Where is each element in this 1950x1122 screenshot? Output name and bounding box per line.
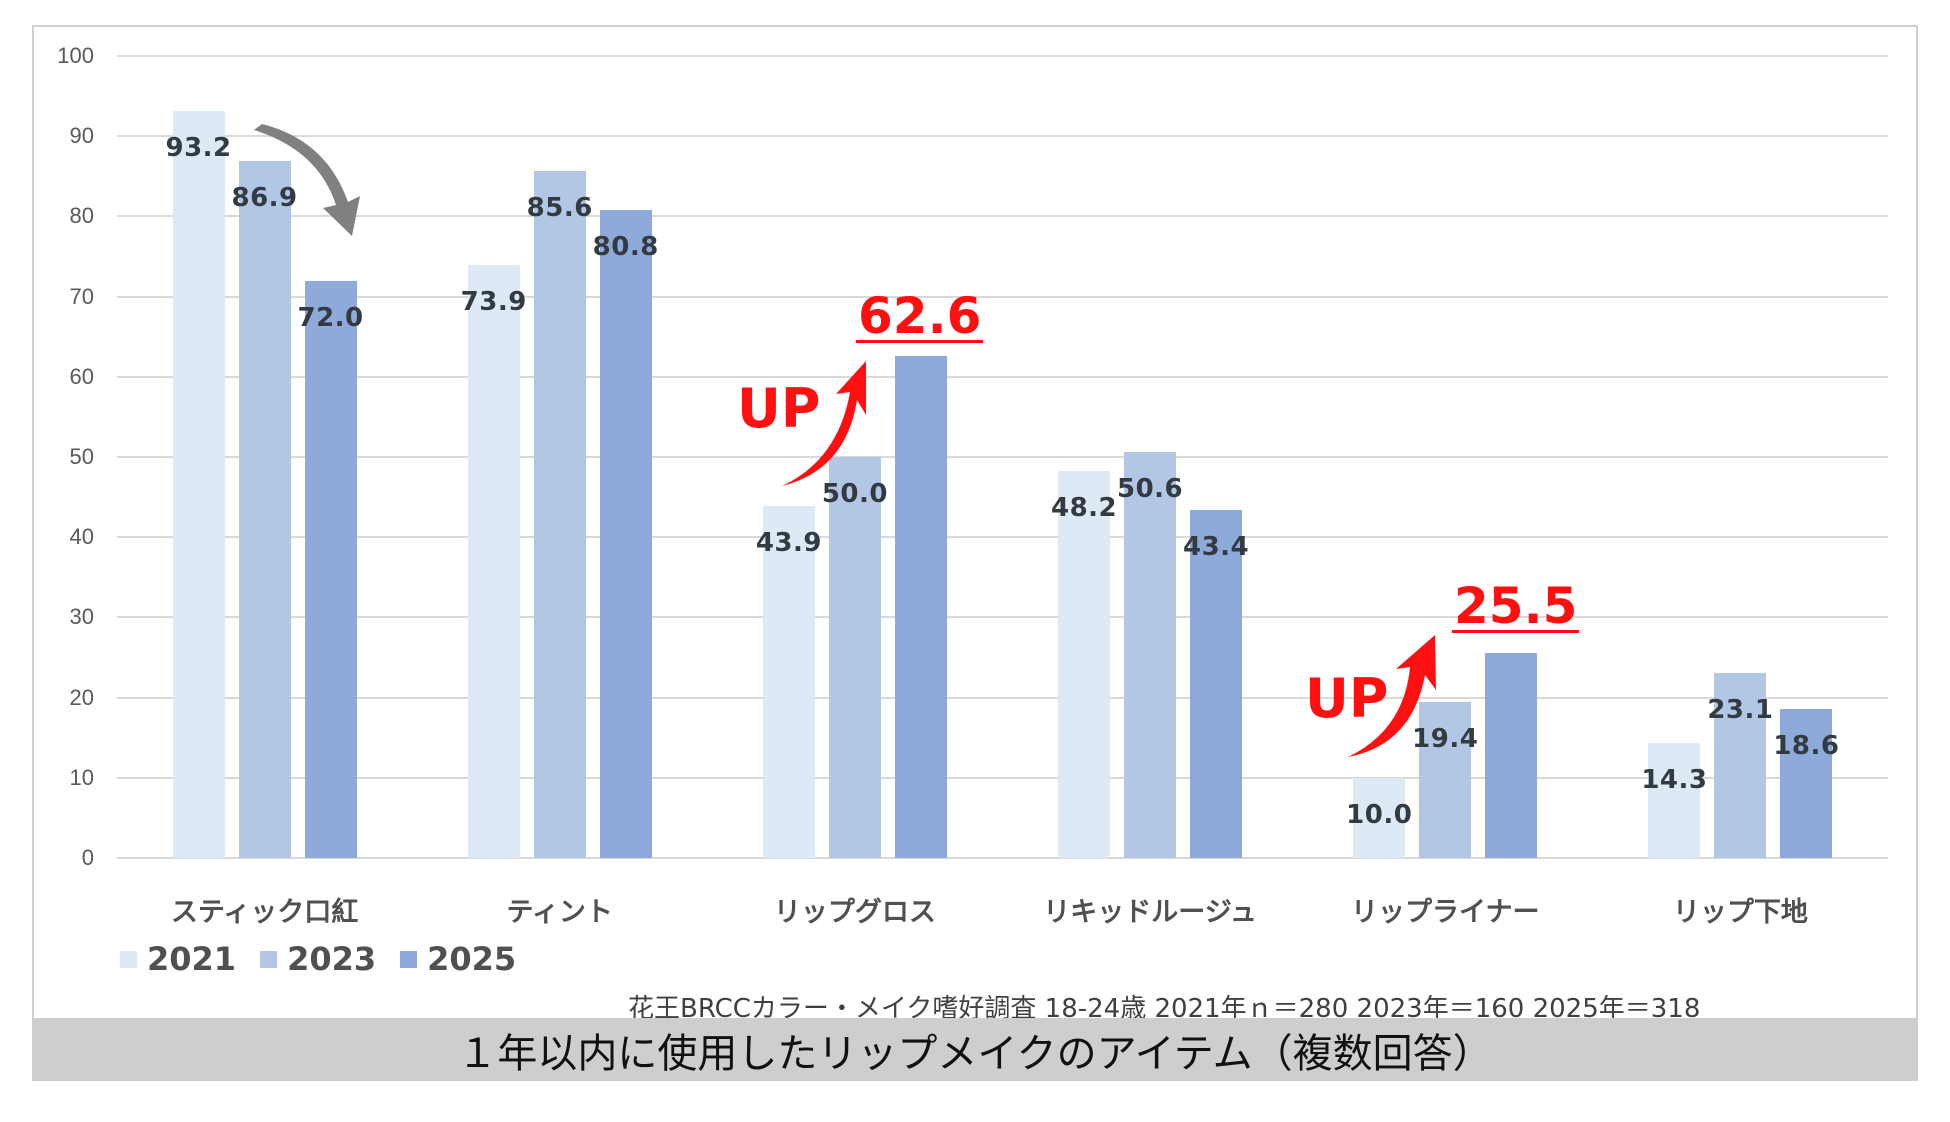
data-value-label: 43.9 (755, 527, 822, 558)
bar-2023 (533, 171, 586, 858)
chart-title: １年以内に使用したリップメイクのアイテム（複数回答） (457, 1030, 1493, 1077)
x-axis-category-label: リップ下地 (1672, 897, 1808, 928)
y-axis-tick-label: 30 (69, 604, 94, 630)
legend-label: 2023 (287, 940, 377, 978)
y-axis-tick-label: 50 (69, 444, 94, 469)
legend-label: 2021 (147, 940, 237, 978)
up-arrow-icon (782, 361, 866, 486)
bar-2021 (1058, 471, 1111, 858)
x-axis-category-label: リップグロス (773, 897, 936, 928)
gridline (117, 456, 1888, 458)
data-value-label: 10.0 (1346, 799, 1413, 830)
gridline (117, 375, 1888, 378)
bar-2025 (1485, 653, 1538, 858)
x-axis-category-label: スティック口紅 (170, 897, 359, 928)
y-axis-tick-label: 0 (81, 845, 94, 870)
highlight-value-label: 25.5 (1452, 577, 1580, 635)
data-value-label: 14.3 (1641, 765, 1708, 796)
bar-2025 (1780, 708, 1833, 858)
data-value-label: 93.2 (165, 132, 232, 163)
legend-swatch (400, 950, 418, 968)
caption-band: １年以内に使用したリップメイクのアイテム（複数回答） (32, 1018, 1918, 1081)
bar-2021 (1648, 743, 1701, 858)
bar-2021 (467, 265, 520, 858)
y-axis-tick-label: 90 (69, 123, 94, 149)
highlight-value-label: 62.6 (856, 287, 984, 345)
y-axis-tick-label: 40 (69, 524, 94, 550)
y-axis-tick-label: 10 (69, 764, 94, 790)
chart-legend: 2021 2023 2025 (120, 940, 540, 978)
legend-swatch (260, 950, 278, 968)
data-value-label: 80.8 (592, 231, 659, 262)
data-value-label: 50.0 (821, 479, 888, 509)
x-axis-category-label: ティント (506, 897, 613, 928)
x-axis-category-label: リップライナー (1351, 897, 1540, 928)
gridline (117, 135, 1888, 138)
legend-label: 2025 (427, 940, 517, 978)
y-axis-tick-label: 80 (69, 203, 94, 229)
up-annotation-label: UP (737, 377, 821, 440)
up-annotation-label: UP (1305, 667, 1389, 730)
data-value-label: 48.2 (1051, 493, 1118, 524)
data-value-label: 73.9 (460, 287, 527, 318)
bar-2025 (894, 355, 947, 858)
data-value-label: 23.1 (1707, 694, 1774, 725)
legend-swatch (120, 950, 137, 968)
gridline (117, 696, 1888, 699)
data-value-label: 86.9 (231, 183, 298, 214)
bar-2023 (828, 457, 881, 858)
data-value-label: 72.0 (297, 302, 364, 333)
gridline (117, 295, 1888, 298)
data-value-label: 19.4 (1412, 724, 1479, 755)
legend-item-2023: 2023 (260, 940, 376, 978)
bar-2025 (304, 280, 357, 858)
y-axis-tick-label: 70 (69, 283, 94, 309)
gridline (117, 776, 1888, 779)
gridline (117, 55, 1888, 57)
down-arrow-icon (254, 124, 360, 236)
x-axis-category-label: リキッドルージュ (1043, 897, 1257, 928)
bar-2021 (1353, 777, 1406, 858)
data-value-label: 43.4 (1183, 531, 1250, 562)
up-arrow-icon (1348, 635, 1436, 757)
y-axis-tick-label: 100 (57, 43, 94, 68)
data-value-label: 18.6 (1773, 730, 1840, 761)
y-axis-tick-label: 60 (69, 363, 94, 389)
legend-item-2025: 2025 (400, 940, 516, 978)
bar-2023 (238, 161, 291, 858)
bar-2025 (599, 209, 652, 858)
bar-2023 (1714, 672, 1767, 858)
gridline (117, 536, 1888, 539)
gridline (117, 215, 1888, 218)
data-value-label: 50.6 (1117, 474, 1184, 505)
data-value-label: 85.6 (526, 193, 593, 224)
y-axis-tick-label: 20 (69, 684, 94, 710)
bar-2021 (172, 110, 225, 858)
bar-2023 (1124, 452, 1177, 858)
bar-2023 (1419, 702, 1472, 858)
bar-2021 (762, 505, 815, 858)
gridline (117, 857, 1888, 859)
bar-2025 (1190, 509, 1243, 858)
legend-item-2021: 2021 (120, 940, 236, 978)
gridline (117, 616, 1888, 619)
